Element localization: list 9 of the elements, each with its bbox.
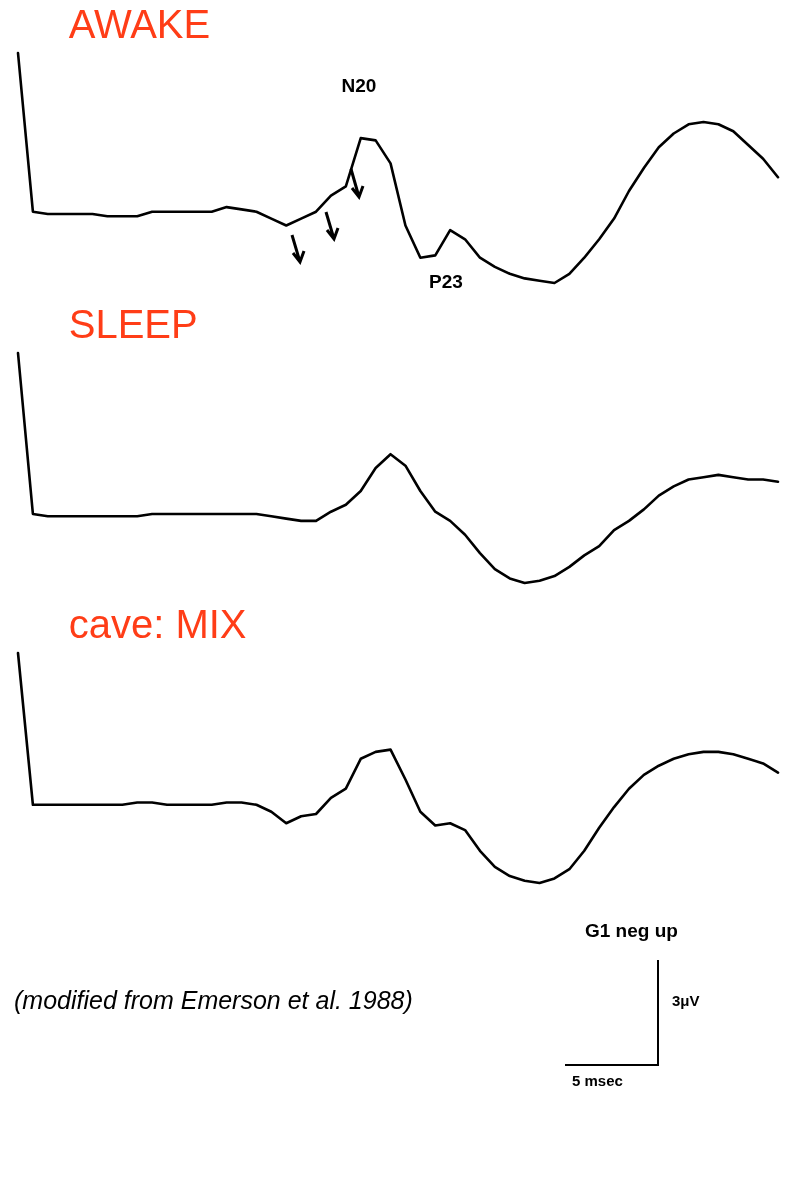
text: 5 msec <box>572 1072 623 1089</box>
annotation: P23 <box>429 271 463 293</box>
chart-title: SLEEP <box>68 301 198 346</box>
text: 3μV <box>672 992 700 1009</box>
chart-title: AWAKE <box>68 1 211 46</box>
chart-title: cave: MIX <box>68 601 247 646</box>
annotation: N20 <box>341 75 377 97</box>
text: G1 neg up <box>585 920 678 942</box>
text: (modified from Emerson et al. 1988) <box>14 986 413 1015</box>
